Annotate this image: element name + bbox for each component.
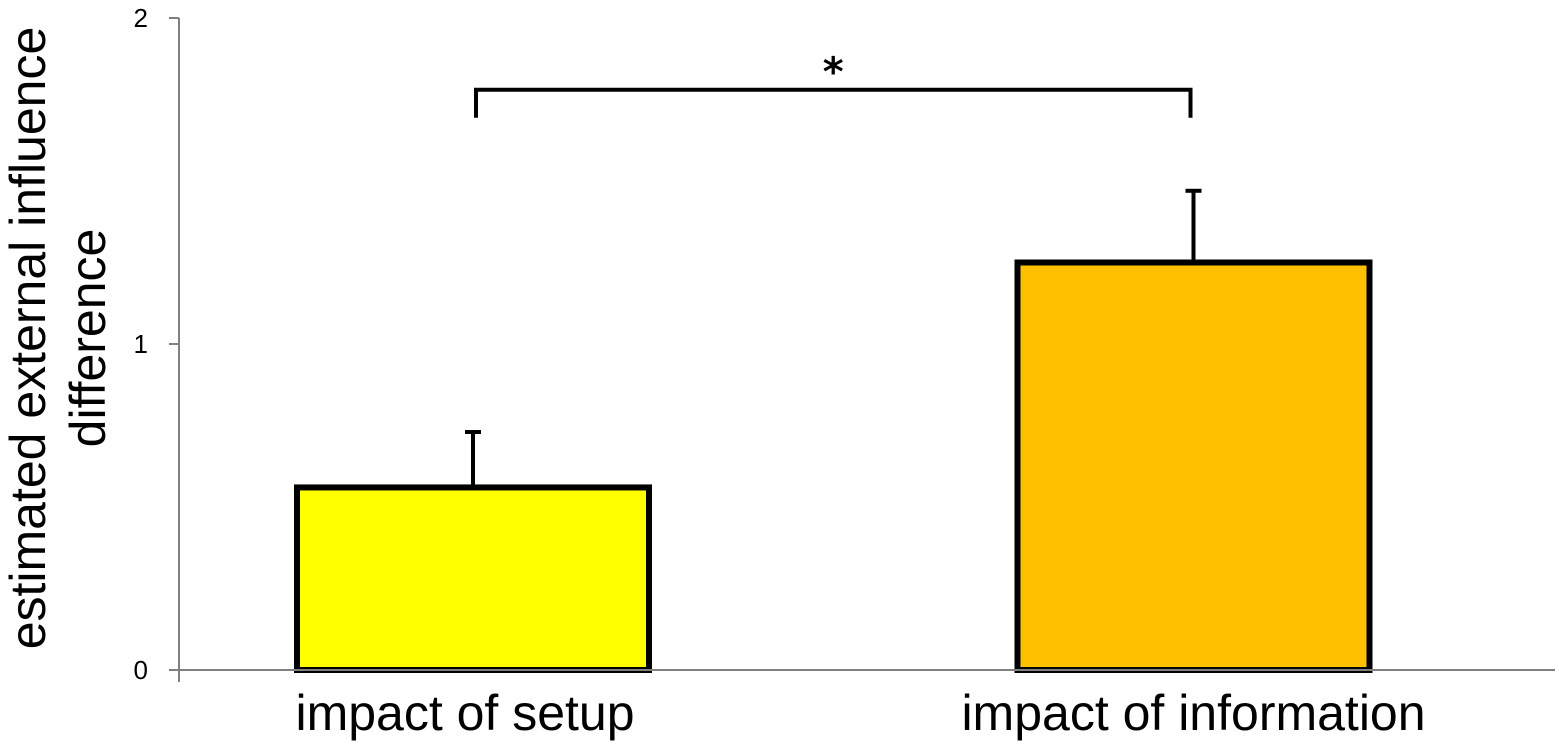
bar: [294, 484, 652, 673]
y-axis-title-line-1: estimated external influence: [0, 27, 56, 650]
y-axis: 0 1 2: [134, 3, 180, 685]
bars-group: [294, 188, 1373, 673]
x-category-label: impact of information: [961, 685, 1425, 741]
significance-bracket-group: *: [474, 50, 1193, 118]
x-axis: impact of setup impact of information: [179, 669, 1555, 741]
y-tick-label: 0: [134, 655, 148, 685]
y-tick-label: 2: [134, 3, 148, 33]
significance-label: *: [823, 50, 844, 96]
significance-bracket: [474, 87, 1193, 118]
y-axis-title-line-2: difference: [60, 229, 116, 448]
bar: [1014, 259, 1373, 673]
x-category-label: impact of setup: [295, 685, 634, 741]
y-tick-label: 1: [134, 329, 148, 359]
